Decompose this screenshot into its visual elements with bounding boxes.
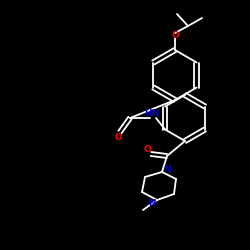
Text: HN: HN <box>144 110 160 118</box>
Text: O: O <box>114 132 122 141</box>
Text: O: O <box>171 32 179 40</box>
Text: O: O <box>143 144 151 154</box>
Text: N: N <box>163 166 171 174</box>
Text: N: N <box>148 200 156 208</box>
